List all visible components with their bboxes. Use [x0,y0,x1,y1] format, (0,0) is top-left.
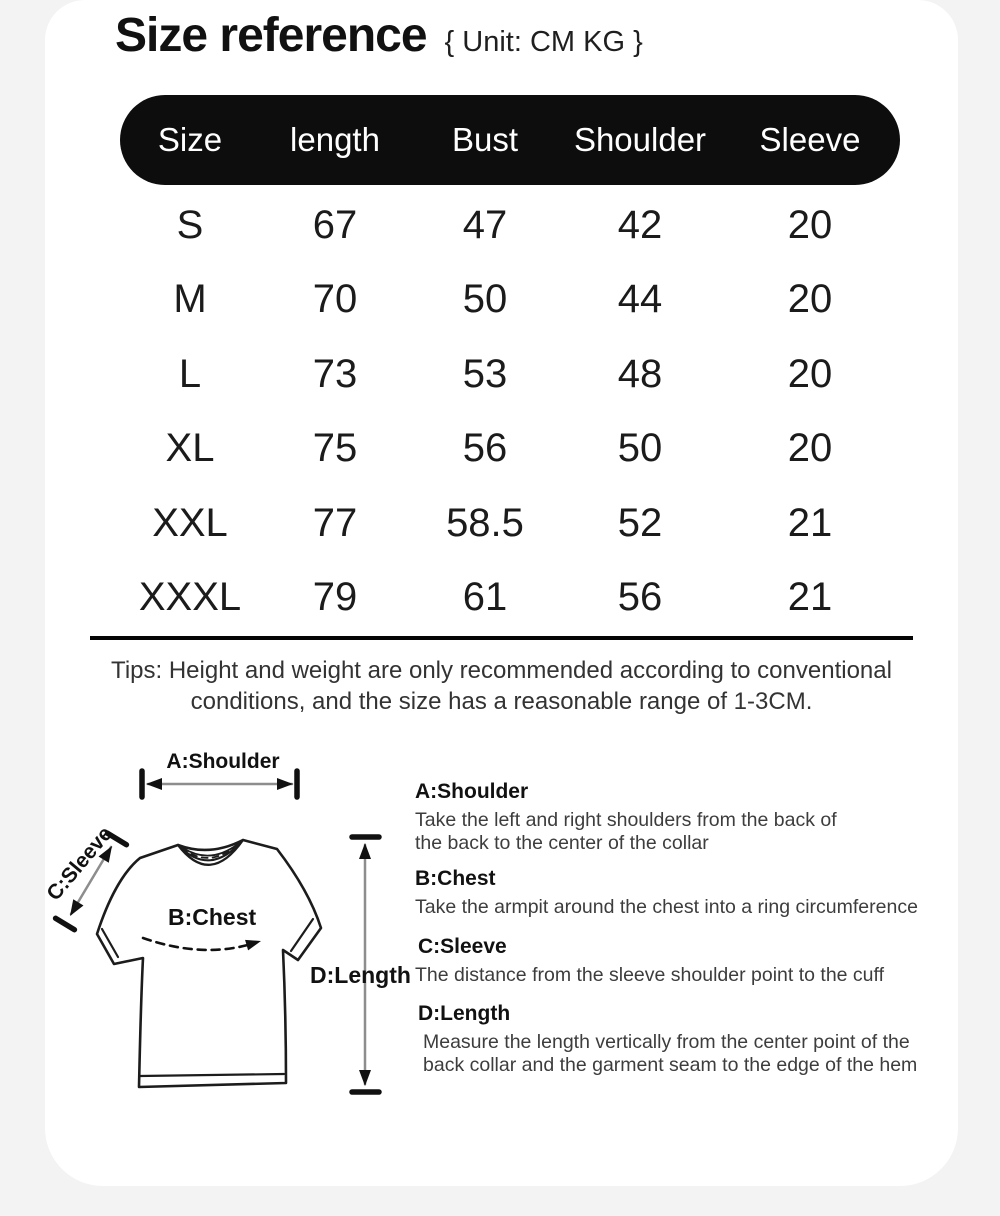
bust-cell: 56 [462,426,508,471]
tips-line-2: conditions, and the size has a reasonabl… [190,688,813,715]
header-cell-shoulder: Shoulder [573,121,707,158]
guide-heading: C:Sleeve [418,935,507,958]
bust-cell: 53 [462,351,508,396]
size-label-cell: L [178,351,202,396]
guide-text-line: Measure the length vertically from the c… [423,1031,910,1053]
bust-cell: 50 [462,277,508,322]
header-cell-length: length [290,121,380,158]
tips-line-1: Tips: Height and weight are only recomme… [111,657,892,684]
guide-text-line: back collar and the garment seam to the … [423,1054,918,1076]
header-cell-size: Size [157,121,223,158]
tshirt-outline [95,838,323,1089]
diagram-chest-label: B:Chest [168,904,257,930]
size-label-cell: XXL [152,500,228,545]
bust-cell: 61 [462,575,508,620]
right-cuff-line [289,917,315,953]
size-label-cell: XXXL [138,575,242,620]
table-row: XL 75 56 50 20 [120,412,900,487]
size-label-cell: S [176,202,204,247]
tshirt-measure-diagram [52,768,382,1095]
table-row: S 67 47 42 20 [120,188,900,263]
diagram-length-label: D:Length [310,962,411,988]
shoulder-cell: 48 [617,351,663,396]
table-row: XXL 77 58.5 52 21 [120,486,900,561]
page-title-row: Size reference { Unit: CM KG } [115,8,643,63]
bust-cell: 47 [462,202,508,247]
collar-rib-line [178,840,243,862]
shoulder-cell: 56 [617,575,663,620]
header-cell-bust: Bust [451,121,519,158]
sleeve-cell: 21 [787,575,833,620]
shoulder-cell: 44 [617,277,663,322]
guide-section-sleeve: C:Sleeve The distance from the sleeve sh… [415,935,960,987]
left-cuff-line [100,927,120,959]
guide-section-length: D:Length Measure the length vertically f… [415,1002,960,1077]
size-table: S 67 47 42 20 M 70 50 44 20 L 73 53 48 2… [120,188,900,635]
table-row: XXXL 79 61 56 21 [120,561,900,636]
guide-text-line: Take the armpit around the chest into a … [415,896,918,918]
unit-note: { Unit: CM KG } [444,26,643,58]
chest-measure-line [141,936,261,952]
hem-line [138,1072,286,1078]
table-row: L 73 53 48 20 [120,337,900,412]
length-cell: 77 [312,500,358,545]
sleeve-cell: 20 [787,277,833,322]
size-label-cell: XL [165,426,215,471]
length-cell: 70 [312,277,358,322]
collar-dashed-line [181,842,240,859]
shoulder-cell: 52 [617,500,663,545]
guide-section-shoulder: A:Shoulder Take the left and right shoul… [415,780,960,855]
shoulder-cell: 42 [617,202,663,247]
page-title: Size reference [115,9,428,62]
guide-heading: D:Length [418,1002,511,1025]
guide-text-line: the back to the center of the collar [415,832,709,854]
length-cell: 75 [312,426,358,471]
size-chart-card: Size reference { Unit: CM KG } Size leng… [42,0,960,1186]
collar-outer-line [176,838,245,866]
length-cell: 79 [312,575,358,620]
guide-text-line: The distance from the sleeve shoulder po… [415,964,884,986]
guide-heading: B:Chest [415,867,496,890]
sleeve-cell: 20 [787,202,833,247]
sleeve-cell: 20 [787,426,833,471]
tips-note: Tips: Height and weight are only recomme… [45,655,958,717]
table-row: M 70 50 44 20 [120,263,900,338]
length-cell: 67 [312,202,358,247]
guide-section-chest: B:Chest Take the armpit around the chest… [415,867,960,919]
table-header-row: Size length Bust Shoulder Sleeve [120,95,900,185]
sleeve-cell: 21 [787,500,833,545]
bust-cell: 58.5 [446,500,524,545]
guide-heading: A:Shoulder [415,780,529,803]
section-divider [90,636,913,640]
sleeve-measure-line [52,830,130,933]
sleeve-cell: 20 [787,351,833,396]
header-cell-sleeve: Sleeve [759,121,861,158]
shoulder-measure-line [139,768,300,800]
length-measure-line [349,834,382,1095]
shoulder-cell: 50 [617,426,663,471]
length-cell: 73 [312,351,358,396]
size-label-cell: M [173,277,207,322]
guide-text-line: Take the left and right shoulders from t… [415,809,837,831]
diagram-shoulder-label: A:Shoulder [166,750,280,773]
